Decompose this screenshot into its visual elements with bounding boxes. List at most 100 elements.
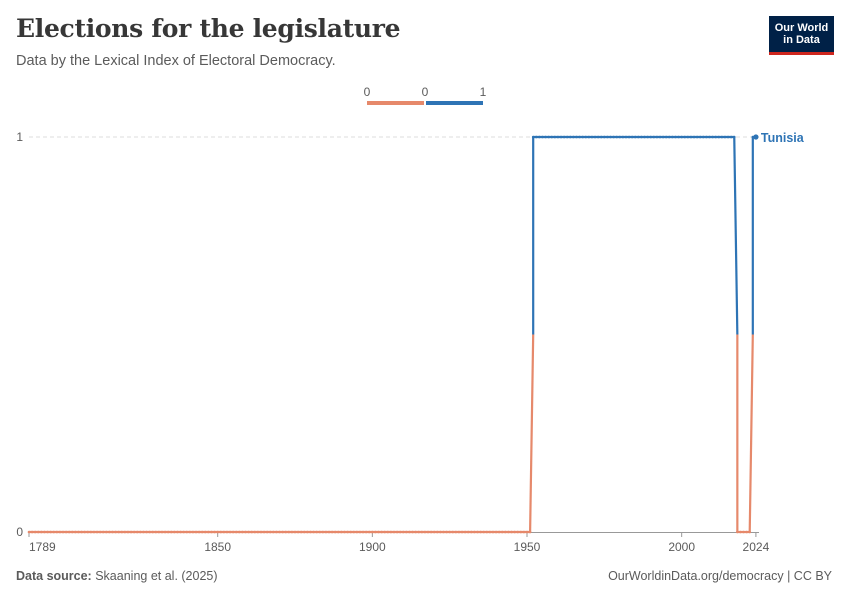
series-point <box>176 530 179 534</box>
series-point <box>426 530 430 534</box>
legend-bar-high <box>426 101 483 105</box>
credit-link[interactable]: OurWorldinData.org/democracy | CC BY <box>608 569 832 583</box>
series-point <box>723 135 727 139</box>
series-point <box>64 530 68 534</box>
series-point <box>599 135 603 139</box>
series-point <box>191 530 195 534</box>
series-point <box>519 530 523 534</box>
series-point <box>33 530 37 534</box>
series-point <box>559 135 563 139</box>
series-point <box>729 135 733 139</box>
series-tunisia[interactable]: Tunisia <box>27 131 805 534</box>
series-point <box>479 530 482 534</box>
series-point <box>61 530 65 534</box>
series-point <box>423 530 427 534</box>
series-point <box>630 135 634 139</box>
series-point <box>420 530 424 534</box>
series-point <box>714 135 717 139</box>
logo-line-1: Our World <box>774 22 829 34</box>
series-point <box>275 530 278 534</box>
series-point <box>377 530 380 534</box>
series-point <box>550 135 554 139</box>
series-point <box>349 530 352 534</box>
series-point <box>219 530 223 534</box>
series-point <box>71 530 74 534</box>
series-point <box>667 135 671 139</box>
series-point <box>123 530 127 534</box>
series-point <box>689 135 693 139</box>
series-point <box>556 135 560 139</box>
series-point <box>340 530 343 534</box>
series-point <box>717 135 721 139</box>
series-point <box>80 530 83 534</box>
x-tick-label: 1900 <box>359 540 386 554</box>
series-point <box>265 530 269 534</box>
series-point <box>253 530 257 534</box>
series-point <box>358 530 362 534</box>
series-point <box>327 530 331 534</box>
series-end-point <box>753 134 759 140</box>
series-point <box>367 530 371 534</box>
series-point <box>74 530 77 534</box>
series-point <box>584 135 588 139</box>
series-point <box>309 530 312 534</box>
series-point <box>380 530 383 534</box>
data-source: Data source: Skaaning et al. (2025) <box>16 569 218 583</box>
legend-label-mid: 0 <box>422 85 429 99</box>
series-point <box>569 135 572 139</box>
series-point <box>268 530 272 534</box>
series-point <box>516 530 520 534</box>
series-point <box>575 135 578 139</box>
series-point <box>306 530 309 534</box>
series-point <box>739 530 742 534</box>
x-tick-label: 1950 <box>514 540 541 554</box>
series-point <box>287 530 291 534</box>
series-point <box>222 530 226 534</box>
series-point <box>578 135 581 139</box>
series-point <box>637 135 640 139</box>
series-point <box>241 530 244 534</box>
series-point <box>120 530 124 534</box>
series-point <box>234 530 238 534</box>
series-point <box>296 530 300 534</box>
series-point <box>374 530 377 534</box>
series-point <box>590 135 594 139</box>
series-point <box>157 530 161 534</box>
series-point <box>135 530 139 534</box>
series-point <box>411 530 414 534</box>
legend-label-low: 0 <box>364 85 371 99</box>
series-point <box>210 530 213 534</box>
series-point <box>615 135 619 139</box>
series-point <box>547 135 550 139</box>
series-point <box>52 530 56 534</box>
series-point <box>225 530 229 534</box>
series-point <box>101 530 105 534</box>
series-point <box>627 135 631 139</box>
series-point <box>173 530 176 534</box>
series-point <box>439 530 442 534</box>
series-point <box>30 530 34 534</box>
series-point <box>488 530 492 534</box>
series-point <box>531 135 535 139</box>
series-point <box>36 530 40 534</box>
series-point <box>748 530 752 534</box>
data-source-text[interactable]: Skaaning et al. (2025) <box>95 569 218 583</box>
series-point <box>745 530 748 534</box>
series-point <box>695 135 699 139</box>
series-point <box>640 135 643 139</box>
series-point <box>463 530 467 534</box>
series-point <box>445 530 448 534</box>
series-point <box>228 530 232 534</box>
series-point <box>541 135 544 139</box>
data-source-label: Data source: <box>16 569 92 583</box>
series-point <box>256 530 260 534</box>
series-point <box>46 530 49 534</box>
owid-logo[interactable]: Our World in Data <box>769 16 834 55</box>
series-point <box>231 530 235 534</box>
series-point <box>494 530 498 534</box>
series-point <box>442 530 445 534</box>
series-point <box>649 135 653 139</box>
chart-subtitle: Data by the Lexical Index of Electoral D… <box>16 53 336 69</box>
series-point <box>355 530 359 534</box>
series-point <box>621 135 625 139</box>
